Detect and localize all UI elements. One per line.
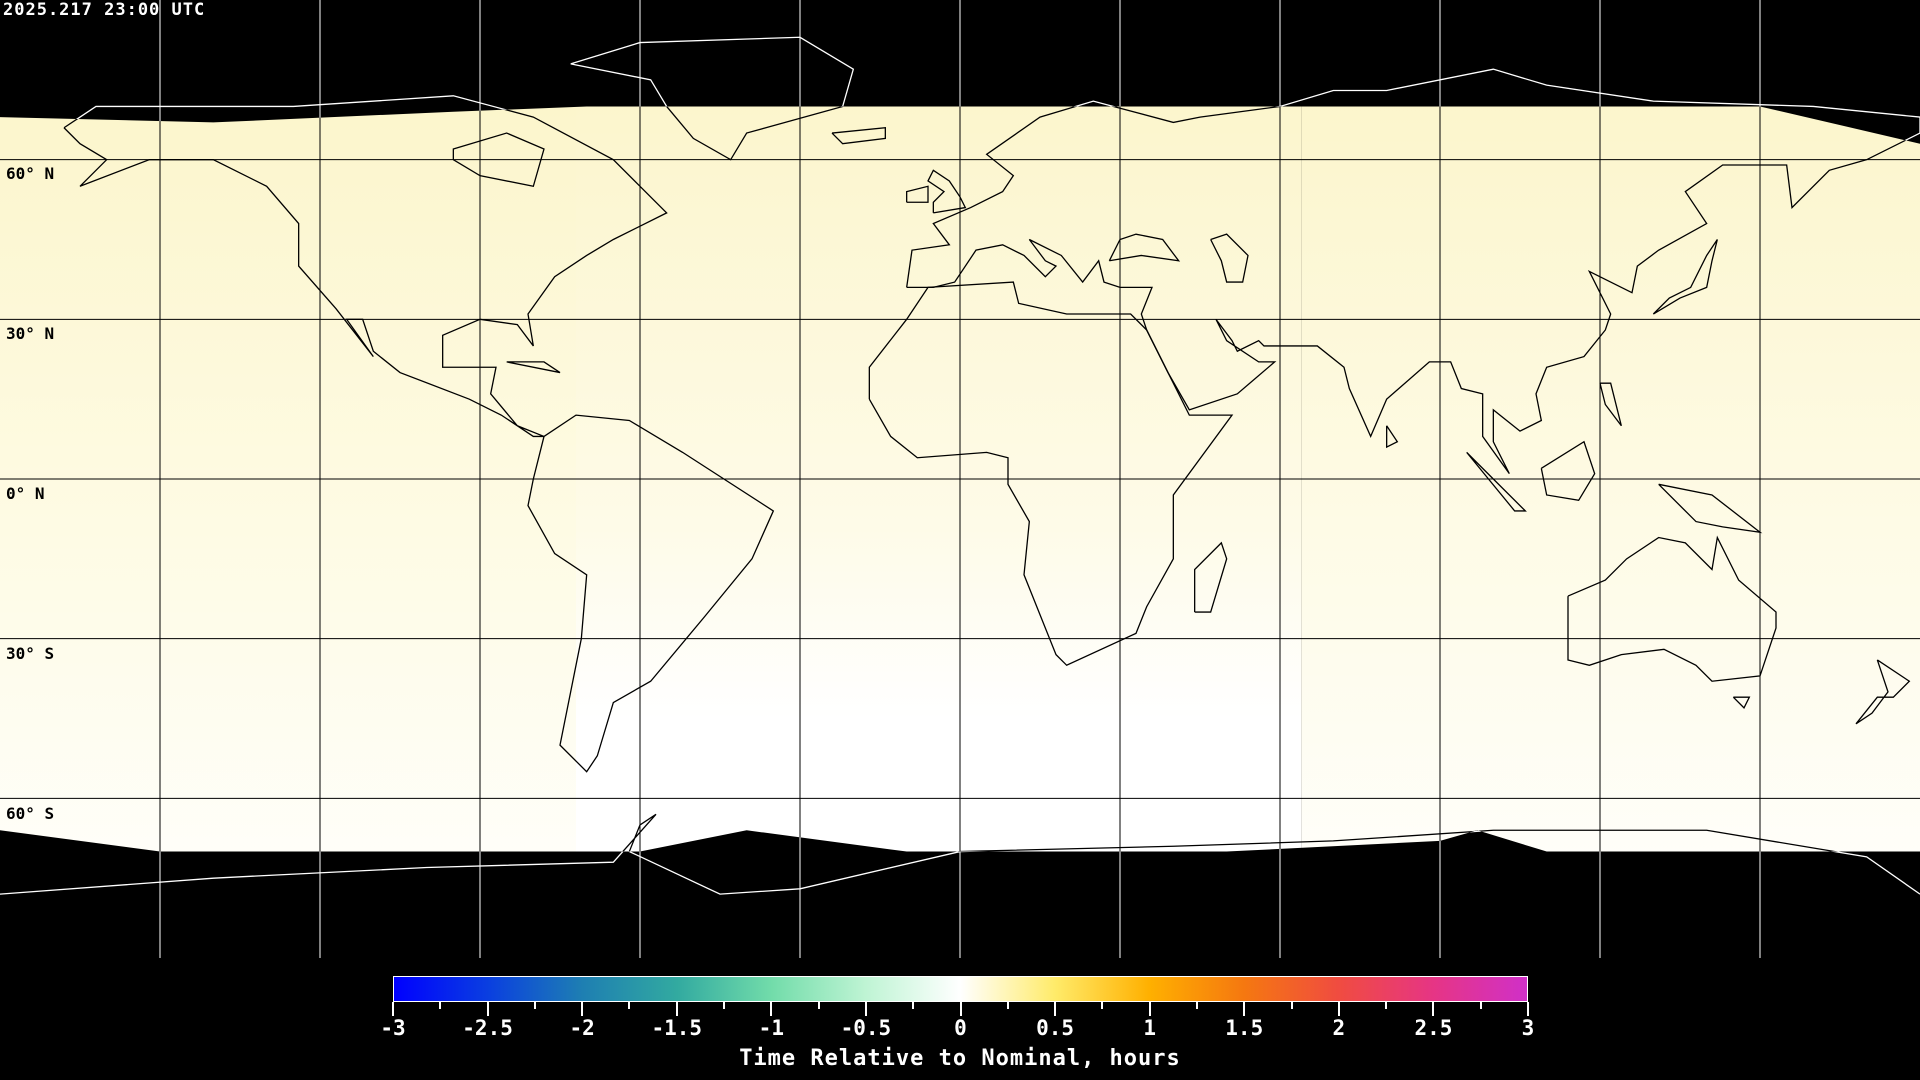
colorbar-tick xyxy=(1148,1002,1151,1016)
colorbar-tick-label: 2.5 xyxy=(1414,1016,1453,1040)
colorbar-tick xyxy=(1290,1002,1293,1009)
timestamp-title: 2025.217 23:00 UTC xyxy=(3,0,206,20)
colorbar-tick xyxy=(1385,1002,1388,1009)
colorbar-tick-label: -1.5 xyxy=(651,1016,703,1040)
colorbar-tick xyxy=(864,1002,867,1016)
colorbar xyxy=(393,976,1528,1002)
colorbar-ticks xyxy=(392,1002,1529,1016)
colorbar-tick-label: 3 xyxy=(1521,1016,1535,1040)
colorbar-tick xyxy=(628,1002,631,1009)
colorbar-label: Time Relative to Nominal, hours xyxy=(739,1046,1181,1071)
colorbar-tick xyxy=(1479,1002,1482,1009)
colorbar-tick xyxy=(1195,1002,1198,1009)
colorbar-tick xyxy=(486,1002,489,1016)
colorbar-tick-label: 1.5 xyxy=(1225,1016,1264,1040)
colorbar-tick-label: -2 xyxy=(569,1016,595,1040)
colorbar-tick xyxy=(392,1002,394,1016)
colorbar-tick-label: 1 xyxy=(1143,1016,1156,1040)
colorbar-tick-label: -2.5 xyxy=(462,1016,513,1040)
lat-label-60s: 60° S xyxy=(6,804,55,823)
world-map xyxy=(0,0,1920,958)
colorbar-tick xyxy=(1006,1002,1009,1009)
colorbar-tick xyxy=(1101,1002,1104,1009)
colorbar-tick xyxy=(817,1002,820,1009)
lat-label-0n: 0° N xyxy=(6,484,45,503)
colorbar-tick xyxy=(1054,1002,1057,1016)
colorbar-tick-label: 0.5 xyxy=(1036,1016,1075,1040)
colorbar-tick xyxy=(959,1002,962,1016)
colorbar-tick xyxy=(1527,1002,1529,1016)
lat-label-30s: 30° S xyxy=(6,644,55,663)
colorbar-tick-label: -0.5 xyxy=(840,1016,892,1040)
colorbar-tick-label: -1 xyxy=(758,1016,784,1040)
colorbar-tick xyxy=(723,1002,726,1009)
colorbar-tick xyxy=(533,1002,536,1009)
colorbar-tick xyxy=(439,1002,442,1009)
colorbar-tick xyxy=(770,1002,773,1016)
lat-label-30n: 30° N xyxy=(6,324,55,343)
colorbar-tick-label: -3 xyxy=(380,1016,406,1040)
colorbar-tick xyxy=(675,1002,678,1016)
colorbar-tick xyxy=(581,1002,584,1016)
colorbar-tick xyxy=(912,1002,915,1009)
colorbar-tick xyxy=(1432,1002,1435,1016)
colorbar-tick xyxy=(1337,1002,1340,1016)
lat-label-60n: 60° N xyxy=(6,164,55,183)
colorbar-tick xyxy=(1243,1002,1246,1016)
colorbar-tick-label: 0 xyxy=(954,1016,967,1040)
colorbar-tick-label: 2 xyxy=(1332,1016,1346,1040)
night-region xyxy=(0,0,1920,958)
